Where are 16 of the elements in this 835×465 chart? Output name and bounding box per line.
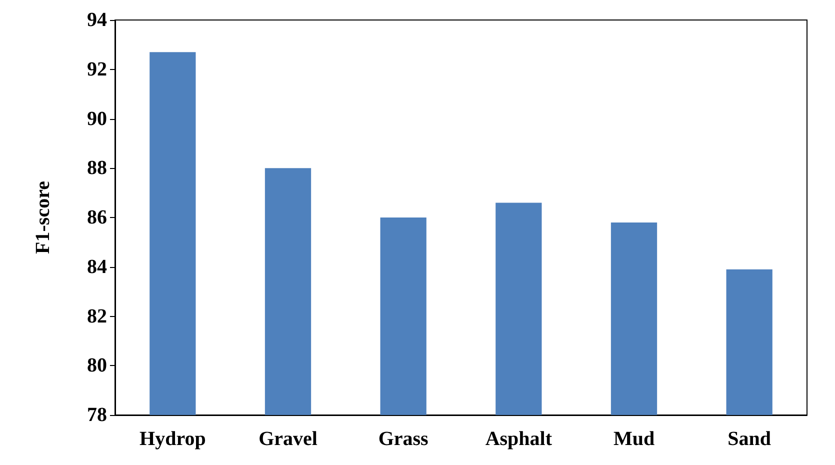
y-tick-label: 94 <box>87 9 107 31</box>
x-tick-label: Grass <box>378 428 429 450</box>
x-tick-label: Asphalt <box>485 428 552 450</box>
x-tick-label: Hydrop <box>140 428 206 450</box>
x-tick-label: Mud <box>613 428 655 450</box>
y-tick-label: 92 <box>87 58 107 80</box>
y-tick-label: 90 <box>87 108 107 130</box>
y-tick-label: 80 <box>87 354 107 377</box>
x-tick-label: Sand <box>728 428 772 450</box>
y-tick-label: 86 <box>87 206 107 228</box>
y-axis-title: F1-score <box>32 180 54 254</box>
y-tick-label: 84 <box>87 256 107 278</box>
y-tick-label: 82 <box>87 305 107 328</box>
y-tick-label: 88 <box>87 157 107 180</box>
y-tick-label: 78 <box>87 404 107 426</box>
x-tick-label: Gravel <box>258 428 318 450</box>
